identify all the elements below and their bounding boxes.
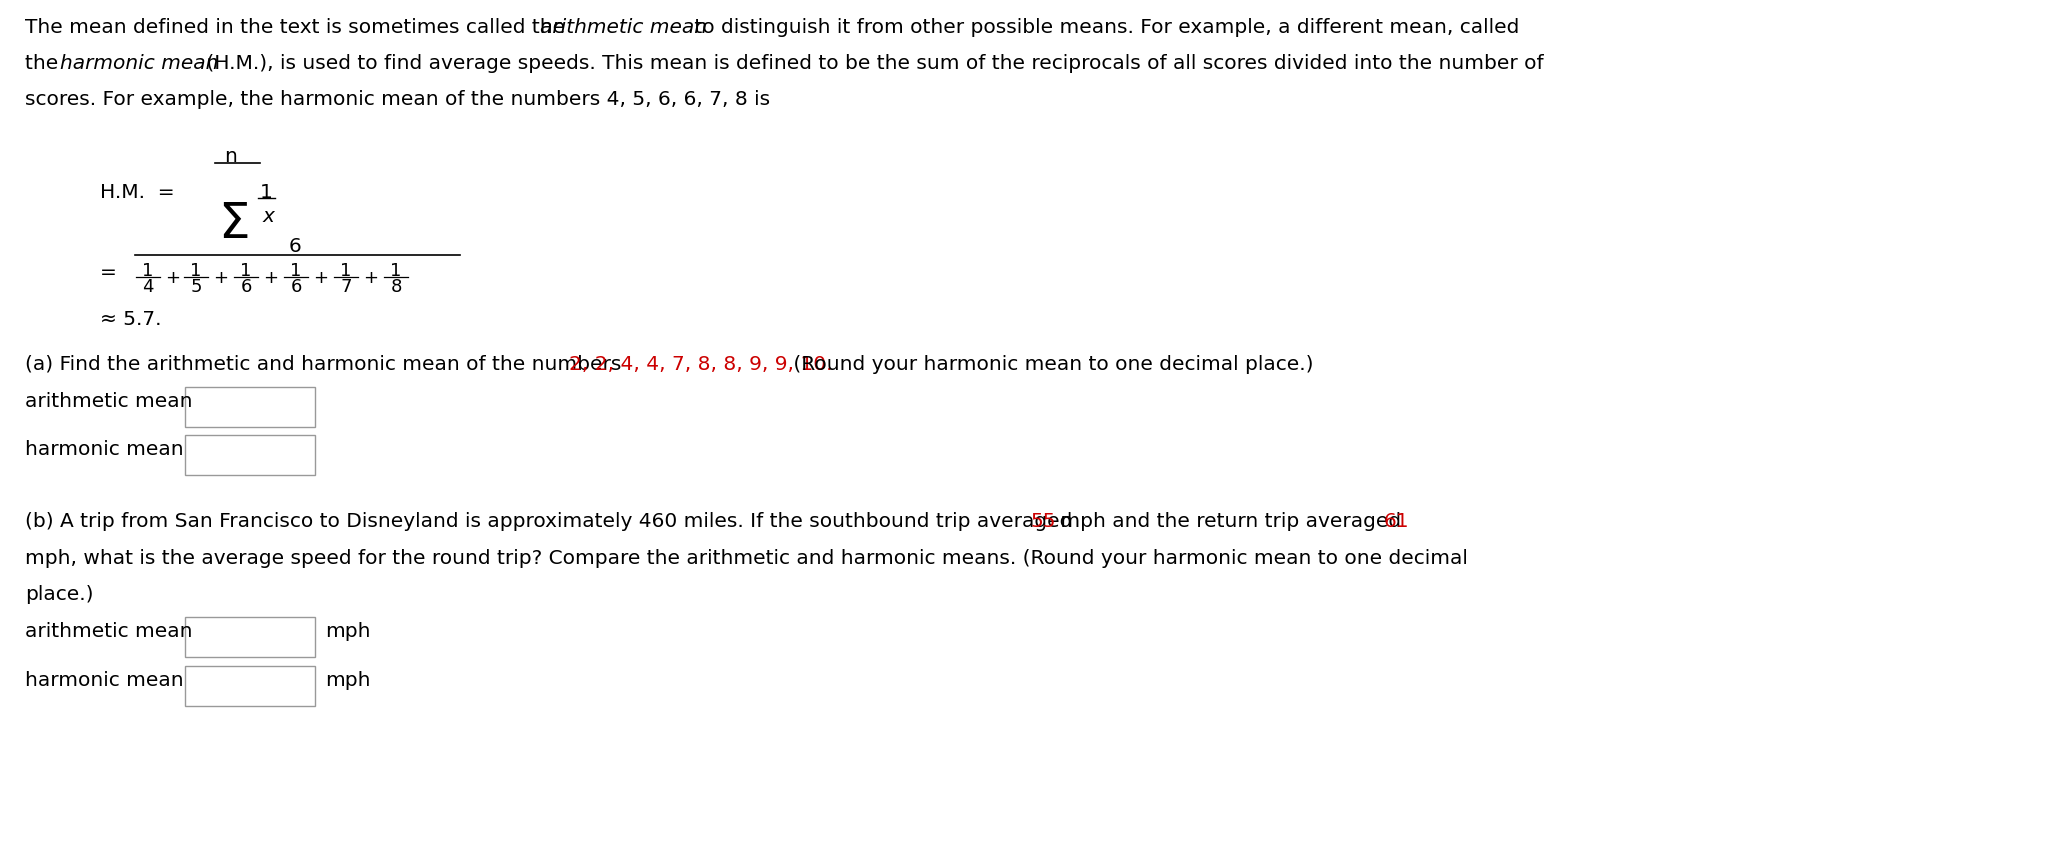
- Text: 1: 1: [259, 183, 274, 202]
- Text: (H.M.), is used to find average speeds. This mean is defined to be the sum of th: (H.M.), is used to find average speeds. …: [201, 54, 1544, 73]
- Text: mph and the return trip averaged: mph and the return trip averaged: [1055, 512, 1407, 531]
- Text: Σ: Σ: [218, 200, 249, 248]
- Text: 1: 1: [290, 262, 303, 280]
- Text: +: +: [363, 269, 379, 287]
- FancyBboxPatch shape: [184, 435, 315, 475]
- Text: place.): place.): [25, 585, 93, 604]
- Text: 1: 1: [390, 262, 402, 280]
- Text: arithmetic mean: arithmetic mean: [25, 392, 193, 411]
- Text: +: +: [263, 269, 278, 287]
- Text: 61: 61: [1384, 512, 1409, 531]
- Text: 6: 6: [290, 278, 303, 296]
- Text: 1: 1: [191, 262, 201, 280]
- Text: mph: mph: [325, 671, 371, 690]
- Text: 5: 5: [191, 278, 201, 296]
- Text: scores. For example, the harmonic mean of the numbers 4, 5, 6, 6, 7, 8 is: scores. For example, the harmonic mean o…: [25, 90, 771, 109]
- Text: 1: 1: [240, 262, 251, 280]
- Text: ≈ 5.7.: ≈ 5.7.: [99, 310, 162, 329]
- Text: to distinguish it from other possible means. For example, a different mean, call: to distinguish it from other possible me…: [688, 18, 1519, 37]
- Text: 1: 1: [340, 262, 352, 280]
- Text: the: the: [25, 54, 64, 73]
- FancyBboxPatch shape: [184, 617, 315, 657]
- Text: =: =: [99, 263, 116, 282]
- Text: 7: 7: [340, 278, 352, 296]
- Text: The mean defined in the text is sometimes called the: The mean defined in the text is sometime…: [25, 18, 572, 37]
- Text: 1: 1: [143, 262, 153, 280]
- Text: (b) A trip from San Francisco to Disneyland is approximately 460 miles. If the s: (b) A trip from San Francisco to Disneyl…: [25, 512, 1080, 531]
- Text: x: x: [263, 207, 276, 226]
- Text: 55: 55: [1030, 512, 1055, 531]
- Text: arithmetic mean: arithmetic mean: [541, 18, 707, 37]
- Text: harmonic mean: harmonic mean: [25, 440, 184, 459]
- Text: +: +: [213, 269, 228, 287]
- Text: 6: 6: [240, 278, 251, 296]
- Text: mph, what is the average speed for the round trip? Compare the arithmetic and ha: mph, what is the average speed for the r…: [25, 549, 1467, 568]
- Text: H.M.  =: H.M. =: [99, 183, 174, 202]
- Text: 8: 8: [390, 278, 402, 296]
- Text: 6: 6: [288, 237, 300, 256]
- Text: harmonic mean: harmonic mean: [25, 671, 184, 690]
- Text: arithmetic mean: arithmetic mean: [25, 622, 193, 641]
- Text: n: n: [224, 147, 236, 166]
- Text: (Round your harmonic mean to one decimal place.): (Round your harmonic mean to one decimal…: [787, 355, 1314, 374]
- Text: 4: 4: [143, 278, 153, 296]
- Text: +: +: [166, 269, 180, 287]
- FancyBboxPatch shape: [184, 387, 315, 427]
- Text: (a) Find the arithmetic and harmonic mean of the numbers: (a) Find the arithmetic and harmonic mea…: [25, 355, 628, 374]
- Text: mph: mph: [325, 622, 371, 641]
- FancyBboxPatch shape: [184, 666, 315, 706]
- Text: harmonic mean: harmonic mean: [60, 54, 218, 73]
- Text: 2, 2, 4, 4, 7, 8, 8, 9, 9, 10.: 2, 2, 4, 4, 7, 8, 8, 9, 9, 10.: [570, 355, 833, 374]
- Text: +: +: [313, 269, 329, 287]
